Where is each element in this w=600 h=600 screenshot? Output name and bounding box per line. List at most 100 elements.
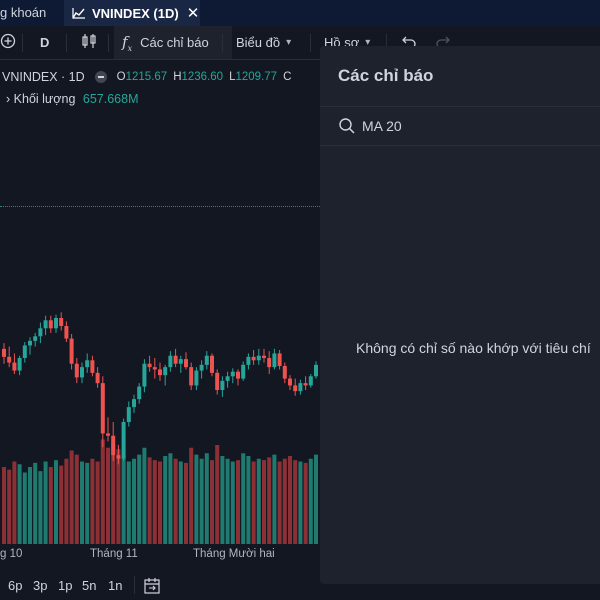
x-axis-label: Tháng 11 xyxy=(90,548,138,560)
range-5d-button[interactable]: 5n xyxy=(82,578,97,593)
candle xyxy=(199,360,204,379)
time-axis[interactable]: g 10 Tháng 11 Tháng Mười hai xyxy=(0,544,320,575)
volume-bar xyxy=(303,462,308,544)
volume-bar xyxy=(241,453,246,544)
symbol-legend: VNINDEX · 1D O1215.67 H1236.60 L1209.77 … xyxy=(2,70,297,84)
range-6m-button[interactable]: 6p xyxy=(8,578,23,593)
candle xyxy=(64,321,69,342)
volume-bar xyxy=(184,462,188,544)
candle xyxy=(43,315,48,336)
volume-legend-arrow[interactable]: › xyxy=(6,92,11,106)
candle xyxy=(152,358,157,379)
ohlc-high: H1236.60 xyxy=(173,71,224,83)
candle xyxy=(298,379,303,395)
function-fx-icon: fx xyxy=(122,32,133,53)
indicators-label: Các chỉ báo xyxy=(140,35,209,50)
volume-bar xyxy=(314,454,318,544)
volume-bar xyxy=(17,464,22,544)
date-range-bar: 6p 3p 1p 5n 1n xyxy=(0,575,320,600)
volume-bar xyxy=(43,461,48,544)
indicators-button[interactable]: fx Các chỉ báo xyxy=(114,26,232,59)
range-1m-button[interactable]: 1p xyxy=(58,578,73,593)
candle xyxy=(116,444,121,465)
x-axis-label: Tháng Mười hai xyxy=(193,548,275,560)
candle xyxy=(236,369,240,386)
candle xyxy=(204,351,209,370)
tab-vnindex[interactable]: VNINDEX (1D) ✕ xyxy=(64,0,200,26)
indicator-search-input[interactable]: MA 20 xyxy=(362,118,402,134)
candle xyxy=(17,355,22,376)
volume-bar xyxy=(220,456,225,544)
candle xyxy=(308,374,313,388)
volume-bar xyxy=(100,439,105,544)
hide-series-icon[interactable] xyxy=(94,71,107,83)
candle xyxy=(246,353,251,370)
volume-bar xyxy=(132,458,136,544)
price-level-line xyxy=(0,206,320,207)
chart-type-button[interactable] xyxy=(80,26,98,59)
symbol-title[interactable]: VNINDEX · 1D xyxy=(2,70,85,84)
chart-menu-button[interactable]: Biểu đồ ▾ xyxy=(236,26,291,59)
volume-bar xyxy=(116,449,121,544)
volume-bar xyxy=(288,456,292,544)
candle xyxy=(85,353,90,373)
candle xyxy=(69,334,74,370)
volume-bar xyxy=(163,456,168,544)
volume-bar xyxy=(126,461,131,544)
candle xyxy=(210,353,214,377)
volume-bar xyxy=(22,472,27,544)
range-1d-button[interactable]: 1n xyxy=(108,578,123,593)
dialog-divider xyxy=(320,106,600,107)
go-to-date-icon[interactable] xyxy=(143,577,161,598)
volume-bar xyxy=(267,457,272,544)
candle xyxy=(178,355,183,373)
candle xyxy=(158,362,162,381)
volume-bar xyxy=(272,454,277,544)
range-3m-button[interactable]: 3p xyxy=(33,578,48,593)
candle xyxy=(282,362,287,384)
candle xyxy=(241,361,246,381)
volume-bar xyxy=(246,456,251,544)
volume-bar xyxy=(69,450,74,544)
chart-pane[interactable]: VNINDEX · 1D O1215.67 H1236.60 L1209.77 … xyxy=(0,60,320,575)
volume-bar xyxy=(282,458,287,544)
close-tab-icon[interactable]: ✕ xyxy=(186,5,200,22)
candle xyxy=(28,337,32,355)
candle xyxy=(126,401,131,427)
volume-bar xyxy=(48,467,53,544)
interval-button[interactable]: D xyxy=(40,35,50,50)
volume-bar xyxy=(80,461,84,544)
candle xyxy=(251,350,256,365)
toolbar-divider xyxy=(108,34,109,52)
volume-bar xyxy=(95,461,100,544)
volume-bar xyxy=(199,458,204,544)
candle xyxy=(293,378,298,396)
indicator-search-field[interactable]: MA 20 xyxy=(320,107,600,145)
tab-watchlist[interactable]: g khoán xyxy=(0,5,47,20)
candle xyxy=(262,348,266,363)
volume-bar xyxy=(277,461,282,544)
candle xyxy=(137,383,142,404)
tab-bar: g khoán VNINDEX (1D) ✕ xyxy=(0,0,600,26)
candle xyxy=(95,367,100,388)
volume-value: 657.668M xyxy=(82,92,139,106)
chevron-down-icon: ▾ xyxy=(365,37,371,48)
volume-bar xyxy=(121,456,126,544)
candle xyxy=(7,346,12,368)
candle xyxy=(267,351,272,374)
add-symbol-button[interactable] xyxy=(0,26,16,59)
candle xyxy=(173,348,178,368)
candle xyxy=(277,350,282,370)
candle xyxy=(194,367,199,390)
candlestick-plot[interactable] xyxy=(0,60,320,544)
candle xyxy=(33,332,38,347)
volume-bar xyxy=(106,447,110,544)
candle xyxy=(189,362,194,390)
volume-bar xyxy=(152,460,157,544)
x-axis-label: g 10 xyxy=(0,548,23,560)
volume-label: Khối lượng xyxy=(13,92,76,106)
range-divider xyxy=(134,576,135,594)
candlestick-icon xyxy=(80,32,98,53)
candle xyxy=(121,418,126,461)
volume-bar xyxy=(64,458,69,544)
